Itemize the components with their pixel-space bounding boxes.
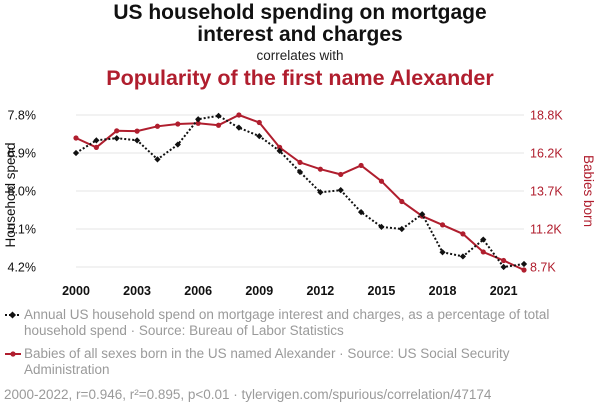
data-point-babies-born (480, 249, 486, 255)
data-point-babies-born (195, 120, 201, 126)
data-point-babies-born (521, 267, 527, 273)
data-point-household-spend (398, 225, 405, 233)
data-point-babies-born (317, 166, 323, 172)
y-tick-label-right: 16.2K (530, 147, 563, 161)
y-tick-label-right: 8.7K (530, 261, 556, 275)
data-point-household-spend (113, 135, 120, 142)
data-point-babies-born (236, 112, 242, 118)
data-point-babies-born (134, 128, 140, 134)
y-axis-label-left: Household spend (3, 142, 18, 247)
data-point-babies-born (93, 144, 99, 150)
x-tick-label: 2009 (245, 284, 273, 298)
data-point-household-spend (419, 211, 426, 218)
data-point-household-spend (256, 132, 263, 140)
data-point-babies-born (439, 222, 446, 228)
chart-title-secondary: Popularity of the first name Alexander (106, 66, 494, 90)
legend-text-babies-born: Babies of all sexes born in the US named… (24, 346, 510, 377)
data-point-household-spend (439, 249, 446, 256)
data-point-household-spend (195, 116, 202, 123)
data-point-babies-born (256, 119, 262, 126)
y-tick-label-left: 6.0% (8, 185, 37, 199)
x-tick-label: 2000 (62, 284, 90, 298)
chart-title-line1: US household spending on mortgage (113, 1, 487, 24)
y-tick-label-left: 4.2% (8, 261, 37, 275)
legend-text-household-spend: Annual US household spend on mortgage in… (24, 307, 550, 338)
data-point-babies-born (297, 159, 303, 166)
y-tick-label-right: 13.7K (530, 185, 563, 199)
data-point-household-spend (459, 253, 467, 260)
y-tick-label-right: 18.8K (530, 109, 563, 123)
data-point-babies-born (73, 135, 79, 141)
data-point-household-spend (174, 141, 181, 148)
y-tick-label-right: 11.2K (530, 223, 562, 237)
data-point-household-spend (133, 137, 141, 144)
data-point-babies-born (358, 162, 364, 169)
data-point-babies-born (399, 198, 405, 205)
chart-title: US household spending on mortgage intere… (0, 2, 600, 46)
data-point-babies-born (175, 121, 181, 127)
data-point-household-spend (337, 187, 344, 194)
chart-title-line2: interest and charges (197, 23, 403, 46)
data-point-babies-born (277, 144, 283, 150)
y-tick-label-left: 7.8% (8, 109, 37, 123)
x-tick-label: 2012 (306, 284, 334, 298)
data-point-babies-born (501, 257, 507, 264)
data-point-babies-born (154, 123, 161, 129)
data-point-household-spend (520, 260, 528, 268)
data-point-babies-born (114, 128, 120, 134)
chart-footer: 2000-2022, r=0.946, r²=0.895, p<0.01 · t… (4, 387, 492, 402)
legend-marker-solid-line (5, 351, 21, 357)
y-tick-label-left: 6.9% (8, 147, 37, 161)
x-tick-label: 2021 (490, 284, 518, 298)
x-tick-label: 2018 (429, 284, 457, 298)
data-point-babies-born (338, 171, 344, 178)
chart-subtitle: correlates with (256, 48, 344, 63)
data-point-household-spend (215, 112, 222, 119)
x-tick-label: 2015 (368, 284, 396, 298)
data-point-household-spend (72, 149, 80, 157)
x-tick-label: 2003 (123, 284, 151, 298)
data-point-household-spend (235, 124, 243, 131)
data-point-babies-born (378, 178, 385, 184)
chart-plot: 7.8% 18.8K 6.9% 16.2K 6.0% 13.7K 5.1% 11.2K 4.2%… (3, 109, 596, 299)
x-tick-label: 2006 (184, 284, 212, 298)
data-point-babies-born (460, 231, 466, 237)
y-tick-label-left: 5.1% (8, 223, 37, 237)
data-point-babies-born (215, 122, 222, 128)
data-point-household-spend (154, 156, 161, 163)
series-line-babies-born (75, 113, 525, 271)
y-axis-label-right: Babies born (581, 155, 596, 227)
legend-marker-dotted-line (5, 311, 21, 319)
data-point-household-spend (500, 263, 507, 271)
data-point-household-spend (93, 137, 100, 144)
